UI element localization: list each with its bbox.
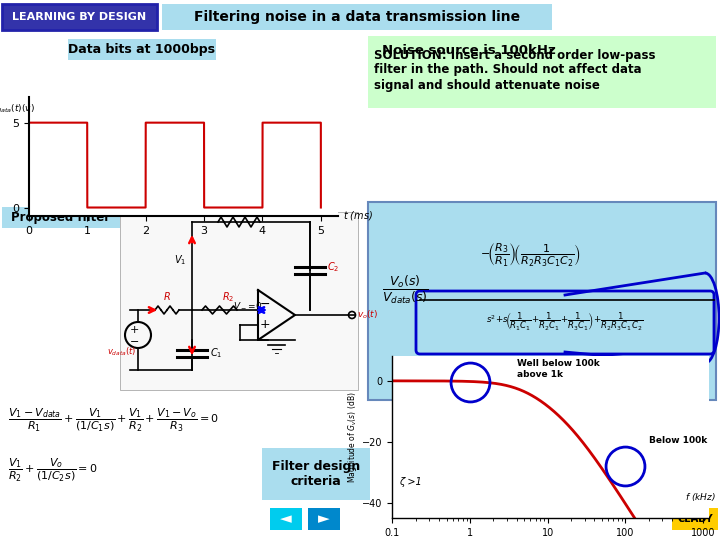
Text: $V_-\!=\!0$: $V_-\!=\!0$ xyxy=(233,300,263,310)
Text: $R_1\!=\!R_2\!=\!R_3\Rightarrow\omega_o\!=\!\dfrac{1}{R\sqrt{C_1 C_2}},\ \zeta\!: $R_1\!=\!R_2\!=\!R_3\Rightarrow\omega_o\… xyxy=(392,408,575,442)
FancyBboxPatch shape xyxy=(2,4,157,30)
Text: $s^2\!+\!s\!\left(\!\dfrac{1}{R_1 C_1}\!+\!\dfrac{1}{R_2 C_1}\!+\!\dfrac{1}{R_3 : $s^2\!+\!s\!\left(\!\dfrac{1}{R_1 C_1}\!… xyxy=(487,311,644,333)
FancyBboxPatch shape xyxy=(368,36,716,108)
Text: $v_o(t)$: $v_o(t)$ xyxy=(357,309,378,321)
FancyBboxPatch shape xyxy=(308,508,340,530)
FancyBboxPatch shape xyxy=(270,508,302,530)
FancyBboxPatch shape xyxy=(262,448,370,500)
Text: $R_2$: $R_2$ xyxy=(222,290,234,304)
Text: $f$ (kHz): $f$ (kHz) xyxy=(685,491,716,503)
Text: $R_3$: $R_3$ xyxy=(237,202,249,216)
Text: $C_1$: $C_1$ xyxy=(210,346,222,360)
FancyBboxPatch shape xyxy=(416,291,714,354)
FancyBboxPatch shape xyxy=(68,39,216,60)
Text: Noise source is 100kHz: Noise source is 100kHz xyxy=(382,44,556,57)
FancyBboxPatch shape xyxy=(370,41,568,62)
Text: $-$: $-$ xyxy=(129,335,139,345)
Text: ►: ► xyxy=(318,511,330,526)
Text: $V_1$: $V_1$ xyxy=(174,253,186,267)
FancyBboxPatch shape xyxy=(162,4,552,30)
Text: $-$: $-$ xyxy=(259,296,271,309)
Text: $v_{data}(t)(v)$: $v_{data}(t)(v)$ xyxy=(0,102,35,115)
Text: Proposed filter: Proposed filter xyxy=(12,211,111,224)
Text: SOLUTION: Insert a second order low-pass
filter in the path. Should not affect d: SOLUTION: Insert a second order low-pass… xyxy=(374,49,655,91)
Text: Filtering noise in a data transmission line: Filtering noise in a data transmission l… xyxy=(194,10,520,24)
Text: $\dfrac{V_1-V_{data}}{R_1}+\dfrac{V_1}{(1/C_1 s)}+\dfrac{V_1}{R_2}+\dfrac{V_1-V_: $\dfrac{V_1-V_{data}}{R_1}+\dfrac{V_1}{(… xyxy=(8,407,219,434)
Text: $t$ (ms): $t$ (ms) xyxy=(343,210,373,222)
Text: Below 100k: Below 100k xyxy=(649,436,707,445)
Text: Filter design
criteria: Filter design criteria xyxy=(272,460,360,488)
Text: $-\!\left(\dfrac{R_3}{R_1}\right)\!\left(\dfrac{1}{R_2 R_3 C_1 C_2}\right)$: $-\!\left(\dfrac{R_3}{R_1}\right)\!\left… xyxy=(480,241,580,268)
Text: $s^2 + 2\zeta\omega_o s + \omega_o^2$: $s^2 + 2\zeta\omega_o s + \omega_o^2$ xyxy=(480,355,568,375)
Text: $C_2$: $C_2$ xyxy=(327,260,339,274)
Text: LEARNING BY DESIGN: LEARNING BY DESIGN xyxy=(12,12,146,22)
Text: Well below 100k
above 1k: Well below 100k above 1k xyxy=(517,360,600,379)
Text: Data bits at 1000bps: Data bits at 1000bps xyxy=(68,43,215,56)
Text: ζ >1: ζ >1 xyxy=(399,477,421,487)
Text: $R$: $R$ xyxy=(163,290,171,302)
FancyBboxPatch shape xyxy=(2,207,120,228)
Text: Design equations: Design equations xyxy=(392,402,514,415)
FancyBboxPatch shape xyxy=(120,212,358,390)
Text: $v_{data}(t)$: $v_{data}(t)$ xyxy=(107,346,137,358)
Text: $\dfrac{V_1}{R_2}+\dfrac{V_o}{(1/C_2 s)}=0$: $\dfrac{V_1}{R_2}+\dfrac{V_o}{(1/C_2 s)}… xyxy=(8,456,98,483)
FancyBboxPatch shape xyxy=(368,202,716,400)
Text: $\dfrac{V_o(s)}{V_{data}(s)}$: $\dfrac{V_o(s)}{V_{data}(s)}$ xyxy=(382,274,429,306)
Text: ◄: ◄ xyxy=(280,511,292,526)
Text: $+$: $+$ xyxy=(259,319,271,332)
Text: +: + xyxy=(130,325,139,335)
FancyBboxPatch shape xyxy=(672,508,718,530)
Y-axis label: Magnitude of $G_v(s)$ (dB): Magnitude of $G_v(s)$ (dB) xyxy=(346,392,359,483)
Text: CEADY: CEADY xyxy=(678,514,713,524)
